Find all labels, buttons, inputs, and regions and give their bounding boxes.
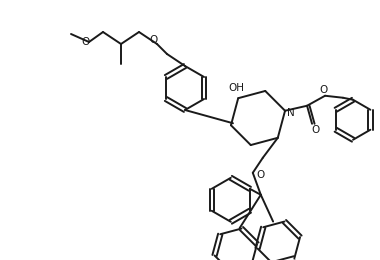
Text: O: O bbox=[319, 85, 327, 95]
Text: O: O bbox=[149, 35, 157, 45]
Text: O: O bbox=[257, 170, 265, 180]
Text: OH: OH bbox=[228, 83, 244, 93]
Text: N: N bbox=[287, 108, 295, 118]
Text: O: O bbox=[311, 125, 319, 135]
Text: O: O bbox=[81, 37, 89, 47]
